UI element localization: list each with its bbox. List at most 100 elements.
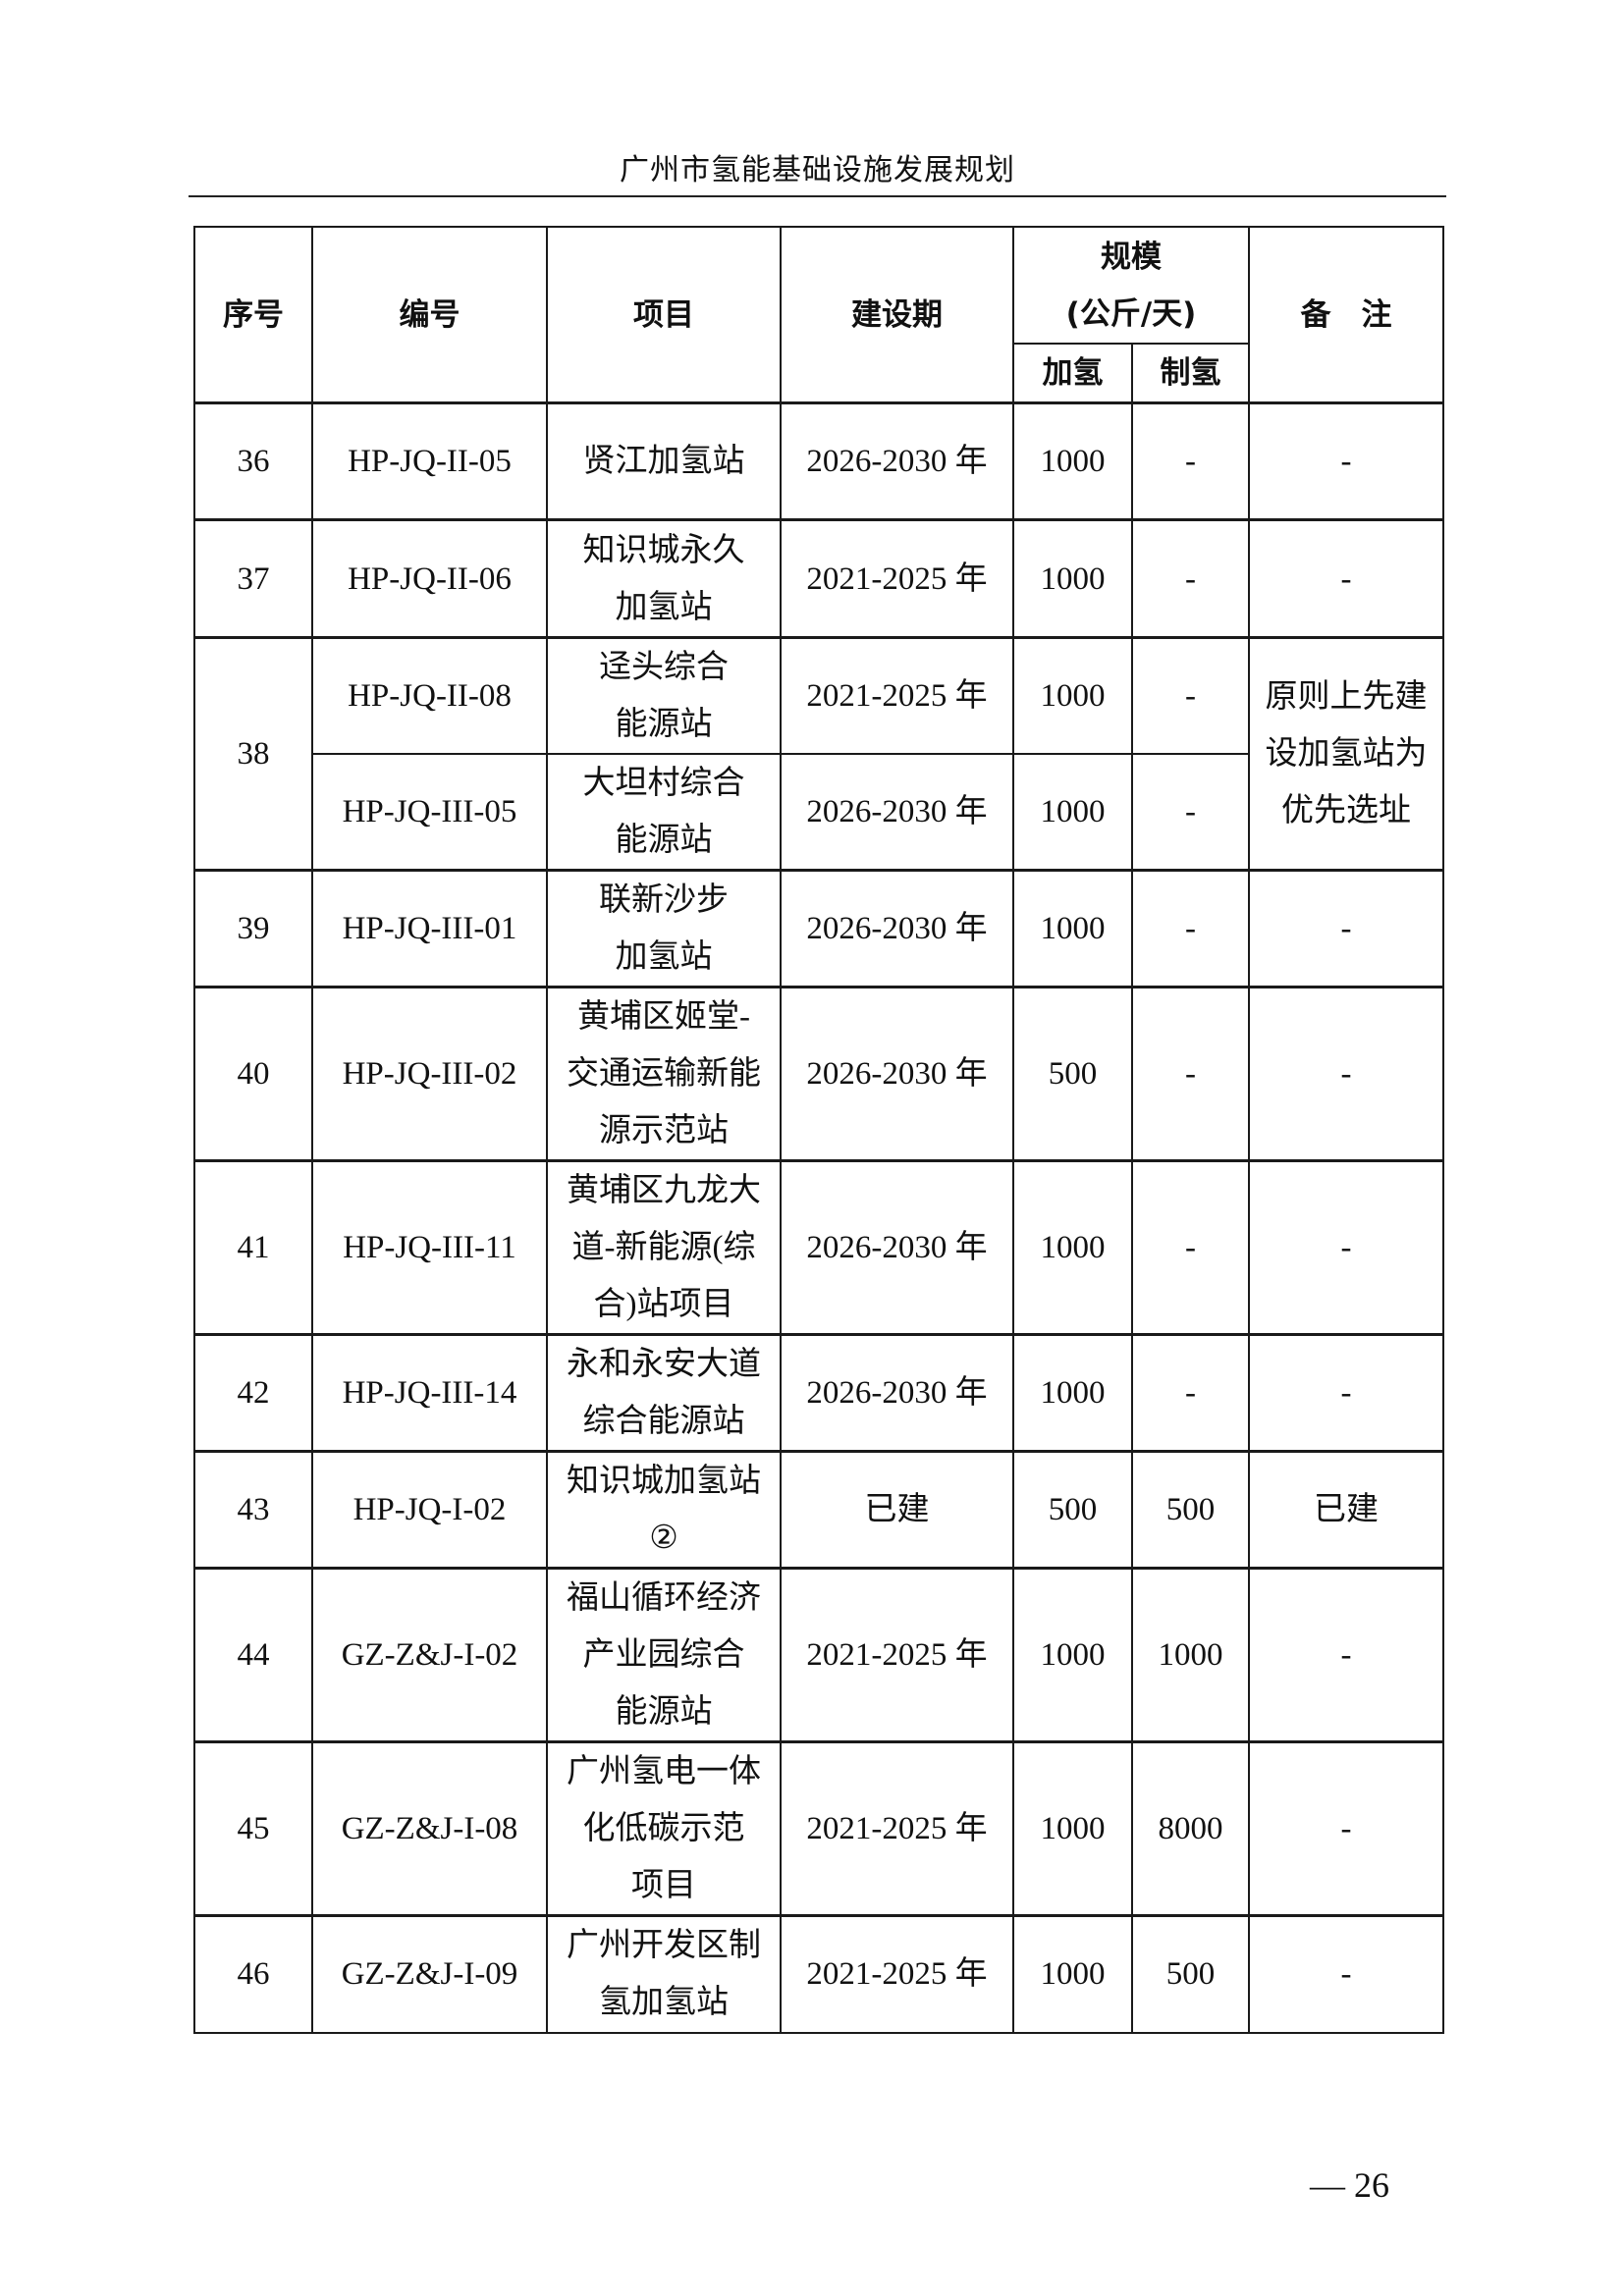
- table-row: 43 HP-JQ-I-02 知识城加氢站 ② 已建 500 500 已建: [193, 1450, 1445, 1570]
- refuel-capacity-cell: 500: [1012, 1450, 1133, 1570]
- table-row: 46 GZ-Z&J-I-09 广州开发区制 氢加氢站 2021-2025 年 1000 50…: [193, 1914, 1445, 2034]
- header-refuel: 加氢: [1012, 343, 1133, 404]
- table-body: 36 HP-JQ-II-05 贤江加氢站 2026-2030 年 1000- -37 HP-…: [193, 401, 1445, 2034]
- project-cell: 知识城加氢站 ②: [546, 1450, 782, 1570]
- project-cell: 大坦村综合 能源站: [546, 753, 782, 872]
- production-capacity-cell: -: [1130, 401, 1251, 521]
- remark-cell: -: [1248, 1740, 1445, 1917]
- production-capacity-cell: -: [1130, 518, 1251, 639]
- remark-cell: 已建: [1248, 1450, 1445, 1570]
- refuel-capacity-cell: 1000: [1012, 1333, 1133, 1453]
- project-cell-line: ②: [649, 1521, 678, 1556]
- period-cell: 2021-2025 年: [780, 1567, 1014, 1743]
- project-cell: 广州氢电一体 化低碳示范项目: [546, 1740, 782, 1917]
- seq-cell: 39: [193, 869, 313, 988]
- page-number: — 26: [1310, 2165, 1389, 2205]
- refuel-capacity-cell: 1000: [1012, 753, 1133, 872]
- project-cell-line: 交通运输新能: [567, 1056, 761, 1092]
- table-row: 37 HP-JQ-II-06 知识城永久 加氢站 2021-2025 年 1000- -: [193, 518, 1445, 639]
- project-cell-line: 加氢站: [615, 939, 713, 975]
- project-cell: 知识城永久 加氢站: [546, 518, 782, 639]
- project-cell-line: 源示范站: [599, 1113, 729, 1148]
- period-cell: 已建: [780, 1450, 1014, 1570]
- remark-cell: -: [1248, 1567, 1445, 1743]
- seq-cell: 36: [193, 401, 313, 521]
- code-cell: GZ-Z&J-I-02: [311, 1567, 548, 1743]
- production-capacity-cell: 500: [1130, 1914, 1251, 2034]
- production-capacity-cell: -: [1130, 636, 1251, 755]
- seq-cell: 40: [193, 986, 313, 1162]
- project-cell-line: 化低碳示范: [582, 1811, 745, 1846]
- period-cell: 2021-2025 年: [780, 1740, 1014, 1917]
- production-capacity-cell: -: [1130, 986, 1251, 1162]
- header-scale: 规模 (公斤/天): [1011, 226, 1251, 345]
- refuel-capacity-cell: 1000: [1012, 1159, 1133, 1336]
- header-code: 编号: [311, 226, 548, 404]
- refuel-capacity-cell: 1000: [1012, 518, 1133, 639]
- period-cell: 2026-2030 年: [780, 1333, 1014, 1453]
- refuel-capacity-cell: 1000: [1012, 636, 1133, 755]
- remark-cell-line: 原则上先建: [1265, 679, 1428, 715]
- code-cell: HP-JQ-III-11: [311, 1159, 548, 1336]
- project-cell-line: 知识城永久: [582, 532, 745, 568]
- seq-cell: 42: [193, 1333, 313, 1453]
- refuel-capacity-cell: 1000: [1012, 869, 1133, 988]
- code-cell: GZ-Z&J-I-08: [311, 1740, 548, 1917]
- seq-cell: 45: [193, 1740, 313, 1917]
- header-remark: 备 注: [1248, 226, 1445, 404]
- running-header: 广州市氢能基础设施发展规划: [620, 154, 1015, 187]
- code-cell: HP-JQ-III-14: [311, 1333, 548, 1453]
- code-cell: HP-JQ-II-06: [311, 518, 548, 639]
- project-cell-line: 氢加氢站: [599, 1985, 729, 2021]
- project-cell-line: 黄埔区姬堂-: [577, 999, 750, 1035]
- remark-cell: -: [1248, 1159, 1445, 1336]
- code-cell: HP-JQ-II-05: [311, 401, 548, 521]
- remark-cell: -: [1248, 401, 1445, 521]
- period-cell: 2021-2025 年: [780, 518, 1014, 639]
- project-cell-line: 产业园综合: [582, 1637, 745, 1673]
- project-cell-line: 大坦村综合: [582, 766, 745, 801]
- seq-cell: 41: [193, 1159, 313, 1336]
- period-cell: 2021-2025 年: [780, 636, 1014, 755]
- refuel-capacity-cell: 1000: [1012, 1567, 1133, 1743]
- production-capacity-cell: -: [1130, 753, 1251, 872]
- period-cell: 2026-2030 年: [780, 869, 1014, 988]
- project-cell-line: 道-新能源(综: [571, 1230, 756, 1265]
- project-cell: 黄埔区姬堂- 交通运输新能 源示范站: [546, 986, 782, 1162]
- production-capacity-cell: -: [1130, 1333, 1251, 1453]
- hydrogen-station-table: 序号 编号 项目 建设期 规模 (公斤/天) 备 注 加氢 制氢 36 HP-JQ…: [193, 226, 1445, 2034]
- header-project: 项目: [546, 226, 782, 404]
- period-cell: 2026-2030 年: [780, 986, 1014, 1162]
- project-cell-line: 能源站: [615, 1694, 713, 1730]
- project-cell-line: 广州开发区制: [567, 1928, 761, 1964]
- header-rule: [189, 195, 1446, 197]
- seq-cell: 44: [193, 1567, 313, 1743]
- period-cell: 2021-2025 年: [780, 1914, 1014, 2034]
- refuel-capacity-cell: 1000: [1012, 401, 1133, 521]
- refuel-capacity-cell: 1000: [1012, 1914, 1133, 2034]
- project-cell-line: 黄埔区九龙大: [567, 1173, 761, 1208]
- project-cell: 福山循环经济 产业园综合 能源站: [546, 1567, 782, 1743]
- refuel-capacity-cell: 500: [1012, 986, 1133, 1162]
- header-period: 建设期: [780, 226, 1014, 404]
- remark-cell: -: [1248, 518, 1445, 639]
- table-row: 36 HP-JQ-II-05 贤江加氢站 2026-2030 年 1000- -: [193, 401, 1445, 521]
- table-row: 45 GZ-Z&J-I-08 广州氢电一体 化低碳示范 项目 2021-2025 年 100…: [193, 1740, 1445, 1917]
- project-cell-line: 合)站项目: [593, 1287, 734, 1322]
- seq-cell: 43: [193, 1450, 313, 1570]
- code-cell: HP-JQ-III-05: [311, 753, 548, 872]
- project-cell-line: 广州氢电一体: [567, 1754, 761, 1789]
- table-row: 38 HP-JQ-II-08 迳头综合 能源站 2021-2025 年 1000- 原则上先…: [193, 636, 1445, 872]
- project-cell-line: 贤江加氢站: [582, 444, 745, 479]
- project-cell-line: 能源站: [615, 823, 713, 858]
- project-cell-line: 项目: [631, 1868, 696, 1903]
- project-cell: 永和永安大道 综合能源站: [546, 1333, 782, 1453]
- remark-cell-line: 优先选址: [1281, 793, 1412, 828]
- project-cell-line: 联新沙步: [599, 882, 729, 918]
- project-cell: 联新沙步 加氢站: [546, 869, 782, 988]
- seq-cell: 37: [193, 518, 313, 639]
- header-seq: 序号: [193, 226, 313, 404]
- refuel-capacity-cell: 1000: [1012, 1740, 1133, 1917]
- table-row: 41 HP-JQ-III-11 黄埔区九龙大 道-新能源(综 合)站项目 2026-203…: [193, 1159, 1445, 1336]
- project-cell-line: 综合能源站: [582, 1404, 745, 1439]
